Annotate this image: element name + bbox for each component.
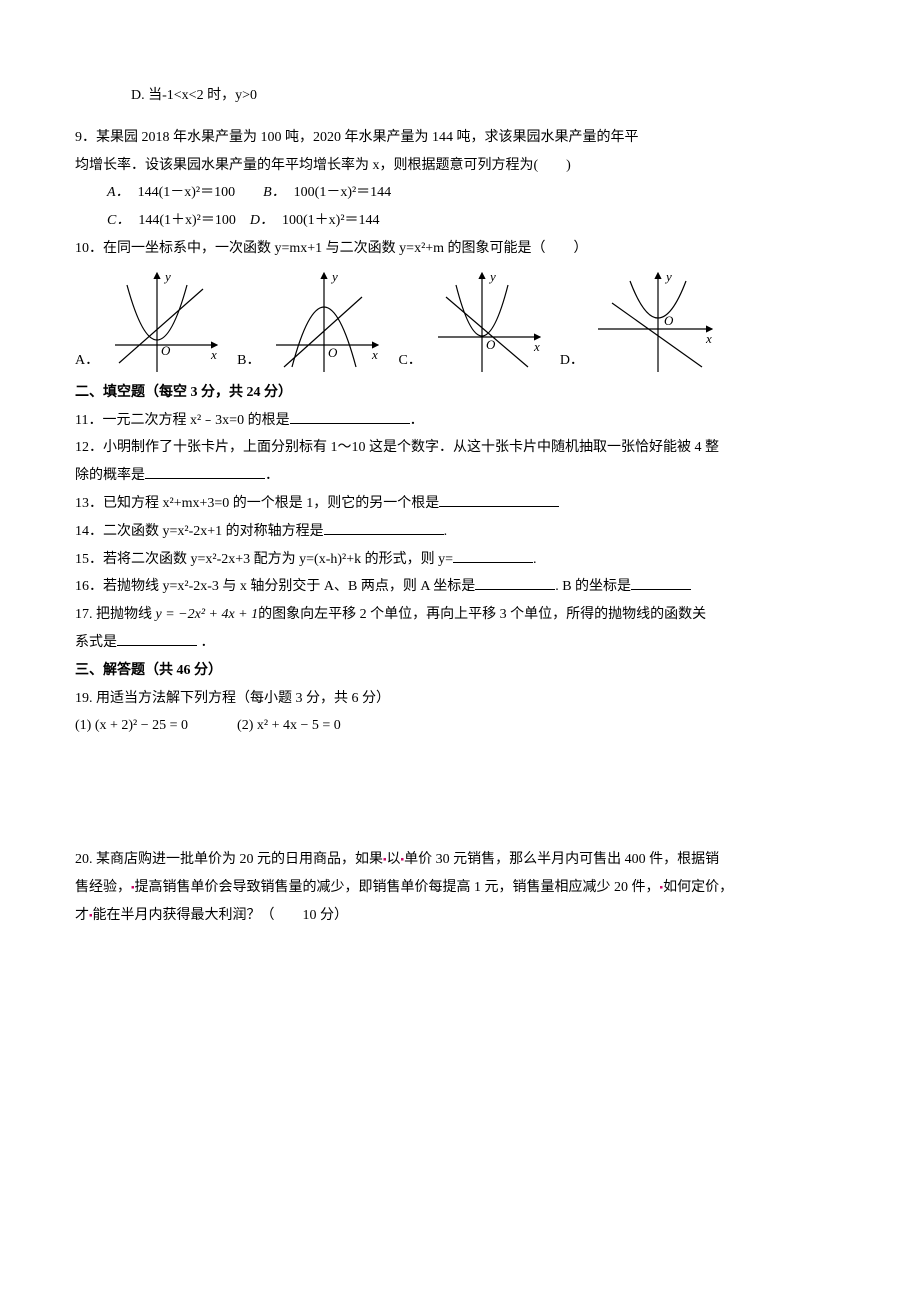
q10-diagram-d: O x y xyxy=(590,267,720,377)
q17-line2: 系式是 ． xyxy=(75,631,845,655)
q20a: 20. 某商店购进一批单价为 20 元的日用商品，如果 xyxy=(75,852,383,867)
q19-stem: 19. 用适当方法解下列方程（每小题 3 分，共 6 分） xyxy=(75,687,845,711)
q19-2-eq: x² + 4x − 5 = 0 xyxy=(257,718,341,733)
q9-row-ab: A． 144(1－x)²＝100 B． 100(1－x)²＝144 xyxy=(107,181,845,205)
q11-end: ． xyxy=(410,413,424,428)
q15-blank xyxy=(453,548,533,563)
q9-d-label: D． xyxy=(250,213,274,228)
q17-stem-a: 17. 把抛物线 xyxy=(75,607,156,622)
q10-diagram-a: O x y xyxy=(105,267,225,377)
q19-2-label: (2) xyxy=(237,718,257,733)
q11: 11．一元二次方程 x²﹣3x=0 的根是 ． xyxy=(75,409,845,433)
q20c: 单价 30 元销售，那么半月内可售出 400 件，根据销 xyxy=(404,852,719,867)
q9-stem-line2: 均增长率．设该果园水果产量的年平均增长率为 x，则根据题意可列方程为( ) xyxy=(75,154,845,178)
q20b: 以 xyxy=(387,852,401,867)
q10-c-label: C． xyxy=(398,349,421,373)
q17-equation: y = −2x² + 4x + 1 xyxy=(156,607,259,622)
q19-1-eq: (x + 2)² − 25 = 0 xyxy=(95,718,188,733)
q9-c-eq: 144(1＋x)²＝100 xyxy=(138,213,236,228)
q17-end: ． xyxy=(201,635,215,650)
q14: 14．二次函数 y=x²-2x+1 的对称轴方程是. xyxy=(75,520,845,544)
q17-stem-b: 的图象向左平移 2 个单位，再向上平移 3 个单位，所得的抛物线的函数关 xyxy=(258,607,706,622)
svg-text:y: y xyxy=(488,269,496,284)
q16: 16．若抛物线 y=x²-2x-3 与 x 轴分别交于 A、B 两点，则 A 坐… xyxy=(75,575,845,599)
q9-b-eq: 100(1－x)²＝144 xyxy=(294,185,392,200)
section3-header: 三、解答题（共 46 分） xyxy=(75,659,845,683)
q11-stem: 11．一元二次方程 x²﹣3x=0 的根是 xyxy=(75,413,290,428)
q20f: 如何定价， xyxy=(663,880,733,895)
section2-header: 二、填空题（每空 3 分，共 24 分） xyxy=(75,381,845,405)
svg-text:x: x xyxy=(371,347,378,362)
q19-equations: (1) (x + 2)² − 25 = 0 (2) x² + 4x − 5 = … xyxy=(75,714,845,738)
q10-diagram-b: O x y xyxy=(266,267,386,377)
q16-blank-b xyxy=(631,575,691,590)
q17-stem-c: 系式是 xyxy=(75,635,117,650)
q8-option-d: D. 当-1<x<2 时，y>0 xyxy=(131,84,845,108)
q16-stem-a: 16．若抛物线 y=x²-2x-3 与 x 轴分别交于 A、B 两点，则 A 坐… xyxy=(75,579,475,594)
q20-line3: 才▪能在半月内获得最大利润？（ 10 分） xyxy=(75,904,845,928)
q12-line2: 除的概率是 ． xyxy=(75,464,845,488)
q13-blank xyxy=(439,492,559,507)
q14-end: . xyxy=(444,524,448,539)
q9-a-eq: 144(1－x)²＝100 xyxy=(138,185,236,200)
q20h: 能在半月内获得最大利润？（ 10 分） xyxy=(93,908,349,923)
q20d: 售经验， xyxy=(75,880,131,895)
q20g: 才 xyxy=(75,908,89,923)
q9-stem-line1: 9．某果园 2018 年水果产量为 100 吨，2020 年水果产量为 144 … xyxy=(75,126,845,150)
q9-d-eq: 100(1＋x)²＝144 xyxy=(282,213,380,228)
svg-text:y: y xyxy=(330,269,338,284)
q15-end: . xyxy=(533,552,537,567)
q9-c-label: C． xyxy=(107,213,130,228)
q20e: 提高销售单价会导致销售量的减少，即销售单价每提高 1 元，销售量相应减少 20 … xyxy=(135,880,660,895)
q12-stem2: 除的概率是 xyxy=(75,468,145,483)
q12-line1: 12．小明制作了十张卡片，上面分别标有 1～10 这是个数字．从这十张卡片中随机… xyxy=(75,436,845,460)
svg-text:O: O xyxy=(161,343,171,358)
svg-text:y: y xyxy=(664,269,672,284)
q9-a-label: A． xyxy=(107,185,130,200)
q10-b-label: B． xyxy=(237,349,260,373)
q14-stem: 14．二次函数 y=x²-2x+1 的对称轴方程是 xyxy=(75,524,324,539)
q19-1-label: (1) xyxy=(75,718,95,733)
q17-line1: 17. 把抛物线 y = −2x² + 4x + 1的图象向左平移 2 个单位，… xyxy=(75,603,845,627)
q12-blank xyxy=(145,464,265,479)
svg-text:y: y xyxy=(163,269,171,284)
q10-d-label: D． xyxy=(560,349,584,373)
q10-stem: 10．在同一坐标系中，一次函数 y=mx+1 与二次函数 y=x²+m 的图象可… xyxy=(75,237,845,261)
q10-diagram-row: A． O x y B． O x y C． O x xyxy=(75,267,845,377)
svg-text:O: O xyxy=(328,345,338,360)
q10-diagram-c: O x y xyxy=(428,267,548,377)
q17-blank xyxy=(117,631,197,646)
q9-b-label: B． xyxy=(263,185,286,200)
q12-end: ． xyxy=(265,468,279,483)
q13-stem: 13．已知方程 x²+mx+3=0 的一个根是 1，则它的另一个根是 xyxy=(75,496,439,511)
q11-blank xyxy=(290,409,410,424)
q14-blank xyxy=(324,520,444,535)
q15: 15．若将二次函数 y=x²-2x+3 配方为 y=(x-h)²+k 的形式，则… xyxy=(75,548,845,572)
q10-a-label: A． xyxy=(75,349,99,373)
svg-text:x: x xyxy=(705,331,712,346)
q16-blank-a xyxy=(475,575,555,590)
svg-text:x: x xyxy=(210,347,217,362)
q15-stem: 15．若将二次函数 y=x²-2x+3 配方为 y=(x-h)²+k 的形式，则… xyxy=(75,552,453,567)
q13: 13．已知方程 x²+mx+3=0 的一个根是 1，则它的另一个根是 xyxy=(75,492,845,516)
q20-line2: 售经验，▪提高销售单价会导致销售量的减少，即销售单价每提高 1 元，销售量相应减… xyxy=(75,876,845,900)
q20-line1: 20. 某商店购进一批单价为 20 元的日用商品，如果▪以▪单价 30 元销售，… xyxy=(75,848,845,872)
svg-text:O: O xyxy=(486,337,496,352)
q9-block: 9．某果园 2018 年水果产量为 100 吨，2020 年水果产量为 144 … xyxy=(75,126,845,233)
q9-row-cd: C． 144(1＋x)²＝100 D． 100(1＋x)²＝144 xyxy=(107,209,845,233)
svg-text:x: x xyxy=(533,339,540,354)
q16-stem-b: . B 的坐标是 xyxy=(555,579,631,594)
